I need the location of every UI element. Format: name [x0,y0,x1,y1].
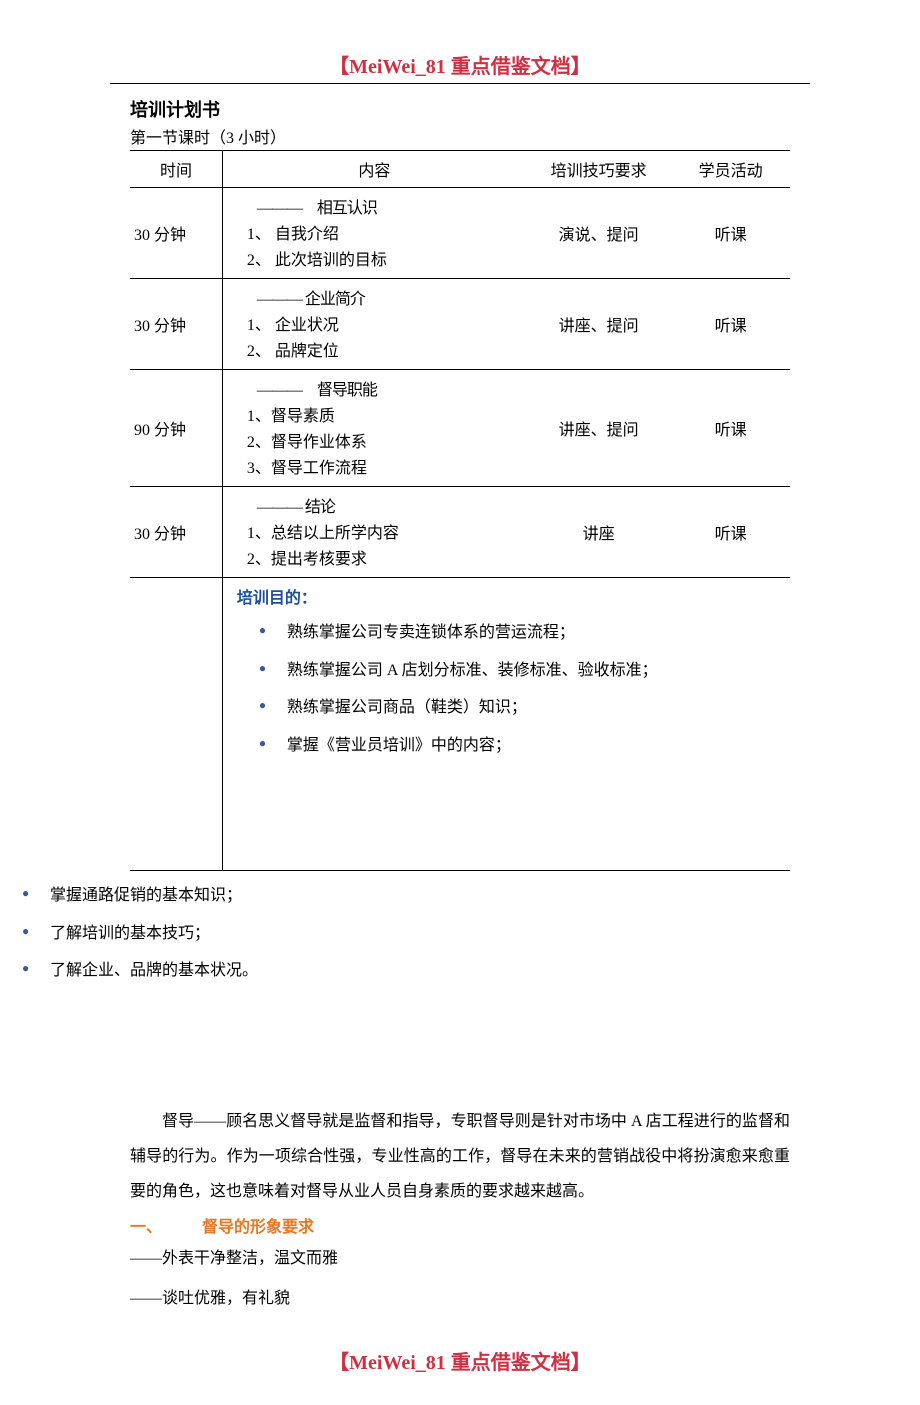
cell-time: 90 分钟 [130,370,222,487]
cell-content: ——— 相互认识 1、 自我介绍 2、 此次培训的目标 [222,188,526,279]
cell-content: ——— 企业简介 1、 企业状况 2、 品牌定位 [222,279,526,370]
page-footer: 【MeiWei_81 重点借鉴文档】 [110,1346,810,1375]
body-line: ——谈吐优雅，有礼貌 [130,1281,790,1316]
cell-act: 听课 [671,370,790,487]
goal-item: 掌握通路促销的基本知识； [0,883,920,909]
cell-empty [130,578,222,871]
row-heading: ——— 相互认识 [227,194,522,218]
th-content: 内容 [222,151,526,188]
cell-req: 讲座、提问 [526,370,671,487]
cell-req: 讲座 [526,487,671,578]
row-item: 2、提出考核要求 [247,545,522,569]
paragraph: 督导——顾名思义督导就是监督和指导，专职督导则是针对市场中 A 店工程进行的监督… [130,1104,790,1210]
row-item: 2、 品牌定位 [247,337,522,361]
goal-block: 培训目的： 熟练掌握公司专卖连锁体系的营运流程； 熟练掌握公司 A 店划分标准、… [227,584,786,758]
row-heading: ——— 结论 [227,493,522,517]
row-items: 1、 自我介绍 2、 此次培训的目标 [227,220,522,270]
goal-list-inside: 熟练掌握公司专卖连锁体系的营运流程； 熟练掌握公司 A 店划分标准、装修标准、验… [237,620,776,758]
goal-item: 熟练掌握公司商品（鞋类）知识； [237,695,776,721]
cell-act: 听课 [671,188,790,279]
session-line: 第一节课时（3 小时） [130,124,790,148]
goal-item: 了解企业、品牌的基本状况。 [0,958,920,984]
table-row: 30 分钟 ——— 企业简介 1、 企业状况 2、 品牌定位 讲座、提问 听课 [130,279,790,370]
goal-item: 掌握《营业员培训》中的内容； [237,733,776,759]
row-item: 1、 自我介绍 [247,220,522,244]
row-items: 1、总结以上所学内容 2、提出考核要求 [227,519,522,569]
row-heading: ——— 企业简介 [227,285,522,309]
table-row: 90 分钟 ——— 督导职能 1、督导素质 2、督导作业体系 3、督导工作流程 … [130,370,790,487]
goal-list-outside: 掌握通路促销的基本知识； 了解培训的基本技巧； 了解企业、品牌的基本状况。 [0,883,920,984]
section-num: 一、 [130,1219,162,1236]
cell-time: 30 分钟 [130,188,222,279]
row-heading: ——— 督导职能 [227,376,522,400]
th-req: 培训技巧要求 [526,151,671,188]
row-items: 1、督导素质 2、督导作业体系 3、督导工作流程 [227,402,522,478]
row-item: 3、督导工作流程 [247,454,522,478]
th-time: 时间 [130,151,222,188]
body-line: ——外表干净整洁，温文而雅 [130,1241,790,1276]
goal-item: 了解培训的基本技巧； [0,921,920,947]
row-item: 1、总结以上所学内容 [247,519,522,543]
row-item: 1、督导素质 [247,402,522,426]
row-item: 2、 此次培训的目标 [247,246,522,270]
section-heading: 一、 督导的形象要求 [130,1213,790,1237]
row-item: 2、督导作业体系 [247,428,522,452]
cell-act: 听课 [671,487,790,578]
goal-title: 培训目的： [237,584,776,608]
table-row-goals: 培训目的： 熟练掌握公司专卖连锁体系的营运流程； 熟练掌握公司 A 店划分标准、… [130,578,790,871]
content-area: 培训计划书 第一节课时（3 小时） 时间 内容 培训技巧要求 学员活动 30 分… [130,96,790,871]
cell-time: 30 分钟 [130,487,222,578]
table-row: 30 分钟 ——— 相互认识 1、 自我介绍 2、 此次培训的目标 演说、提问 … [130,188,790,279]
cell-act: 听课 [671,279,790,370]
row-item: 1、 企业状况 [247,311,522,335]
table-header-row: 时间 内容 培训技巧要求 学员活动 [130,151,790,188]
cell-req: 讲座、提问 [526,279,671,370]
page-header: 【MeiWei_81 重点借鉴文档】 [110,50,810,84]
row-items: 1、 企业状况 2、 品牌定位 [227,311,522,361]
plan-table: 时间 内容 培训技巧要求 学员活动 30 分钟 ——— 相互认识 1、 自我介绍… [130,150,790,871]
cell-req: 演说、提问 [526,188,671,279]
goal-item: 熟练掌握公司专卖连锁体系的营运流程； [237,620,776,646]
section-title: 督导的形象要求 [202,1219,314,1236]
th-act: 学员活动 [671,151,790,188]
cell-content: ——— 结论 1、总结以上所学内容 2、提出考核要求 [222,487,526,578]
table-row: 30 分钟 ——— 结论 1、总结以上所学内容 2、提出考核要求 讲座 听课 [130,487,790,578]
cell-time: 30 分钟 [130,279,222,370]
document-page: 【MeiWei_81 重点借鉴文档】 培训计划书 第一节课时（3 小时） 时间 … [0,0,920,1405]
cell-content: ——— 督导职能 1、督导素质 2、督导作业体系 3、督导工作流程 [222,370,526,487]
cell-goals: 培训目的： 熟练掌握公司专卖连锁体系的营运流程； 熟练掌握公司 A 店划分标准、… [222,578,790,871]
goal-item: 熟练掌握公司 A 店划分标准、装修标准、验收标准； [237,658,776,684]
doc-title: 培训计划书 [130,96,790,122]
